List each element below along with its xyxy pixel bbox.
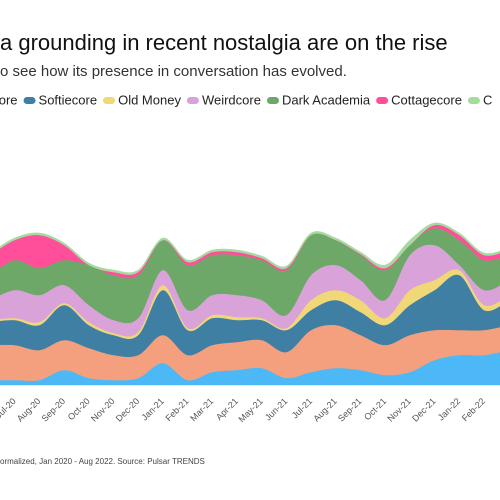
legend-label: Old Money (118, 92, 181, 107)
legend-label: ecore (0, 92, 18, 107)
legend-label: Cottagecore (391, 92, 462, 107)
x-tick-label: Jan-22 (436, 396, 463, 423)
x-tick-label: Jan-21 (139, 396, 166, 423)
area (0, 222, 500, 275)
chart-subtitle: o see how its presence in conversation h… (0, 63, 347, 80)
legend-marker (23, 97, 36, 104)
legend-marker (266, 97, 279, 104)
x-tick-label: Sep-20 (40, 396, 68, 424)
x-tick-label: Sep-21 (336, 396, 364, 424)
legend: ecore Softiecore Old Money Weirdcore Dark Ac… (0, 92, 492, 107)
chart-title: a grounding in recent nostalgia are on t… (0, 30, 448, 55)
x-tick-label: Feb-22 (460, 396, 487, 423)
x-axis: Jul-20Aug-20Sep-20Oct-20Nov-20Dec-20Jan-… (0, 396, 487, 424)
x-tick-label: Mar-21 (188, 396, 215, 423)
legend-marker (467, 97, 480, 104)
x-tick-label: May-21 (236, 396, 264, 424)
x-tick-label: Oct-20 (66, 396, 92, 422)
x-tick-label: Nov-20 (89, 396, 117, 424)
legend-label: Dark Academia (282, 92, 371, 107)
x-tick-label: Dec-20 (114, 396, 142, 424)
legend-label: C (483, 92, 492, 107)
x-tick-label: Jun-21 (263, 396, 290, 423)
x-tick-label: Oct-21 (362, 396, 388, 422)
plot-area (0, 222, 500, 386)
x-tick-label: Aug-20 (15, 396, 43, 424)
legend-label: Softiecore (39, 92, 98, 107)
x-tick-label: Nov-21 (385, 396, 413, 424)
footnote: ormalized, Jan 2020 - Aug 2022. Source: … (0, 457, 205, 466)
x-tick-label: Dec-21 (410, 396, 438, 424)
legend-marker (376, 97, 389, 104)
x-tick-label: Aug-21 (311, 396, 339, 424)
x-tick-label: Feb-21 (163, 396, 190, 423)
legend-marker (186, 97, 199, 104)
legend-label: Weirdcore (202, 92, 261, 107)
legend-marker (103, 97, 116, 104)
